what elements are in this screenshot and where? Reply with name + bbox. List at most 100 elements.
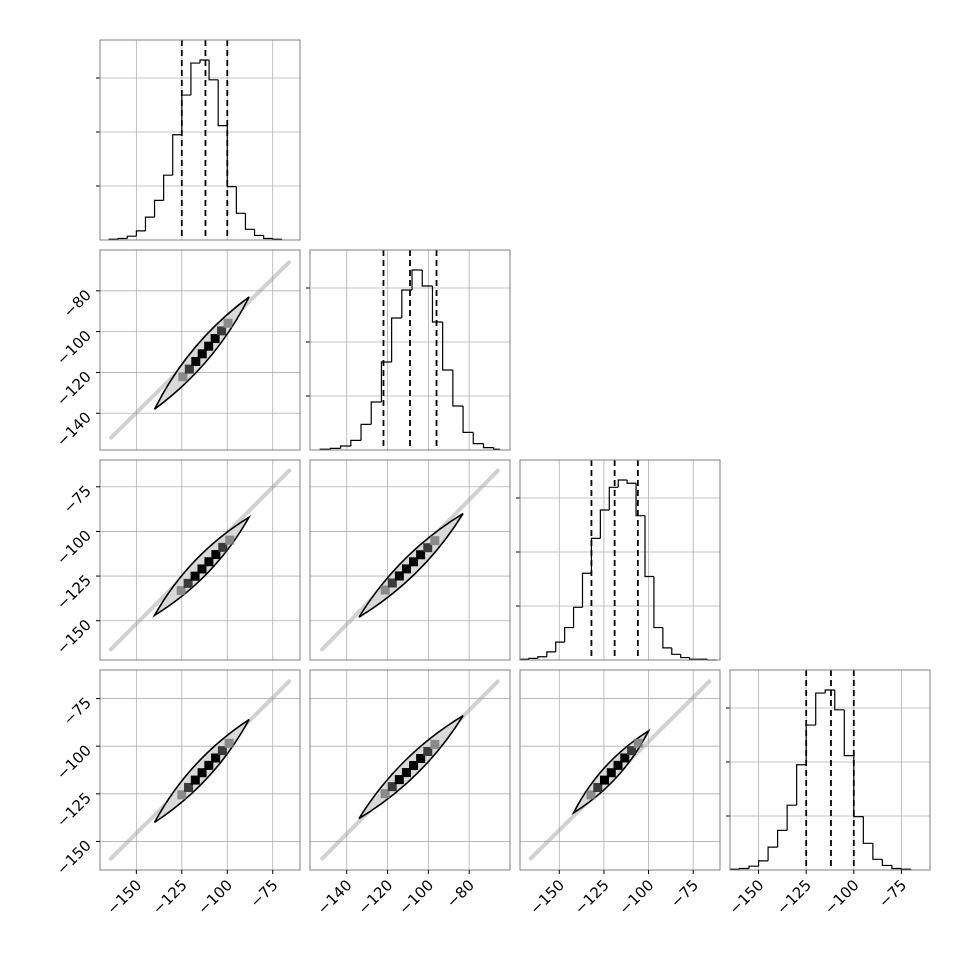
histogram-bin bbox=[462, 406, 474, 433]
histogram-panel-2 bbox=[516, 460, 720, 661]
scatter-frame-2-0 bbox=[99, 459, 301, 661]
histogram-bin bbox=[608, 486, 619, 510]
histogram-bin bbox=[472, 432, 484, 445]
histogram-bin bbox=[401, 289, 413, 318]
density-block bbox=[394, 775, 404, 785]
histogram-bin bbox=[391, 317, 402, 362]
density-block bbox=[217, 326, 227, 336]
histogram-bin bbox=[757, 860, 769, 867]
histogram-bin bbox=[163, 174, 173, 201]
histogram-bin bbox=[181, 94, 191, 135]
histogram-bin bbox=[581, 572, 592, 608]
histogram-bin bbox=[546, 651, 556, 657]
histogram-frame-0 bbox=[99, 39, 301, 241]
histogram-bin bbox=[767, 846, 778, 861]
x-tick-label: −80 bbox=[443, 876, 478, 911]
density-block bbox=[613, 760, 623, 770]
x-tick-label: −150 bbox=[726, 876, 768, 918]
scatter-panel-1-0 bbox=[100, 250, 300, 450]
scatter-panel-2-0 bbox=[100, 460, 300, 660]
histogram-bin bbox=[208, 60, 219, 81]
histogram-bin bbox=[834, 690, 845, 711]
histogram-bin bbox=[190, 62, 200, 96]
x-tick-label: −75 bbox=[246, 876, 281, 911]
x-tick-label: −125 bbox=[149, 876, 191, 918]
x-tick-label: −100 bbox=[395, 876, 437, 918]
density-block bbox=[217, 746, 227, 756]
x-tick-label: −150 bbox=[103, 876, 145, 918]
density-block bbox=[627, 746, 637, 756]
contour-inner bbox=[154, 516, 250, 616]
histogram-bin bbox=[635, 483, 645, 517]
x-tick-label: −75 bbox=[667, 876, 702, 911]
histogram-bin bbox=[263, 235, 273, 240]
density-block bbox=[204, 341, 214, 351]
scatter-panel-3-1 bbox=[310, 670, 510, 870]
density-block bbox=[380, 789, 390, 799]
density-block bbox=[197, 768, 207, 778]
histogram-bin bbox=[253, 229, 264, 237]
histogram-bin bbox=[653, 576, 663, 629]
density-block bbox=[224, 738, 234, 748]
histogram-bin bbox=[796, 764, 807, 806]
y-tick-label: −125 bbox=[53, 571, 95, 613]
x-tick-label: −75 bbox=[875, 876, 910, 911]
density-block bbox=[197, 564, 207, 574]
histogram-bin bbox=[777, 829, 788, 848]
histogram-bin bbox=[226, 125, 237, 188]
scatter-frame-3-0 bbox=[99, 669, 301, 871]
density-block bbox=[423, 746, 433, 756]
x-tick-label: −125 bbox=[773, 876, 815, 918]
histogram-bin bbox=[528, 657, 538, 660]
density-block bbox=[593, 782, 603, 792]
density-block bbox=[416, 550, 426, 560]
histogram-bin bbox=[235, 186, 246, 214]
y-tick-label: −140 bbox=[53, 408, 95, 450]
histogram-bin bbox=[380, 361, 392, 402]
histogram-bin bbox=[680, 654, 690, 659]
histogram-bin bbox=[126, 235, 137, 239]
histogram-bin bbox=[843, 709, 854, 757]
histogram-bin bbox=[442, 322, 453, 371]
scatter-panel-3-0 bbox=[100, 670, 300, 870]
histogram-bin bbox=[786, 804, 797, 831]
histogram-bin bbox=[217, 79, 228, 127]
histogram-bin bbox=[244, 213, 255, 230]
histogram-bin bbox=[537, 656, 547, 659]
y-tick-label: −75 bbox=[60, 694, 95, 729]
histogram-bin bbox=[360, 423, 372, 441]
histogram-bin bbox=[493, 447, 500, 450]
histogram-bin bbox=[117, 237, 128, 240]
density-block bbox=[633, 738, 643, 748]
density-block bbox=[178, 372, 188, 382]
histogram-bin bbox=[748, 865, 759, 869]
scatter-frame-2-1 bbox=[309, 459, 511, 661]
histogram-bin bbox=[340, 445, 351, 449]
histogram-bin bbox=[153, 199, 164, 218]
x-tick-label: −100 bbox=[616, 876, 658, 918]
density-block bbox=[190, 571, 200, 581]
density-block bbox=[210, 334, 220, 344]
density-block bbox=[225, 535, 235, 545]
histogram-bin bbox=[199, 59, 210, 64]
density-block bbox=[620, 753, 630, 763]
histogram-panel-1 bbox=[306, 250, 510, 450]
density-block bbox=[387, 578, 397, 588]
histogram-bin bbox=[815, 692, 826, 726]
histogram-bin bbox=[135, 230, 146, 237]
density-block bbox=[387, 782, 397, 792]
histogram-bin bbox=[572, 606, 583, 628]
density-block bbox=[600, 775, 610, 785]
histogram-bin bbox=[144, 216, 155, 231]
x-tick-label: −125 bbox=[571, 876, 613, 918]
y-tick-label: −100 bbox=[53, 327, 95, 369]
density-block bbox=[586, 790, 596, 800]
histogram-bin bbox=[172, 134, 182, 176]
x-tick-label: −120 bbox=[355, 876, 397, 918]
density-block bbox=[184, 364, 194, 374]
histogram-bin bbox=[644, 515, 654, 578]
scatter-frame-3-2 bbox=[519, 669, 721, 871]
histogram-bin bbox=[329, 447, 341, 450]
histogram-bin bbox=[891, 865, 902, 870]
